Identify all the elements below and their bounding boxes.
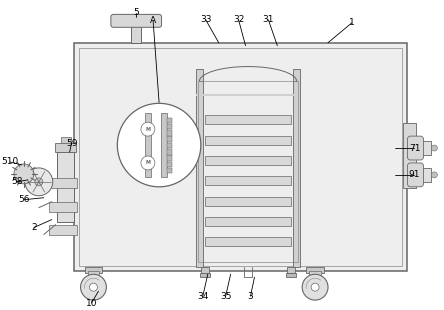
Bar [55,143,75,152]
Text: 33: 33 [200,15,211,24]
Bar [403,123,416,188]
Circle shape [90,283,97,291]
Text: 1: 1 [349,18,355,27]
Bar [166,130,172,135]
Bar [205,135,291,144]
Bar [74,43,407,271]
Bar [84,267,103,273]
Text: 3: 3 [248,292,254,301]
Bar [286,273,296,277]
Bar [166,168,172,173]
Text: 58: 58 [11,177,23,186]
Bar [131,25,141,43]
Text: 32: 32 [233,15,244,24]
Text: M: M [145,127,151,132]
Bar [61,137,71,143]
Text: 91: 91 [409,170,420,179]
Bar [409,168,432,182]
Text: 2: 2 [31,223,37,232]
Bar [196,94,300,96]
Text: 34: 34 [197,292,209,301]
Text: 56: 56 [18,195,30,204]
Bar [49,202,76,212]
Circle shape [25,168,53,196]
Text: 5: 5 [133,8,139,17]
Bar [166,162,172,167]
Text: 31: 31 [263,15,274,24]
Bar [57,152,74,222]
FancyBboxPatch shape [408,136,424,160]
Bar [145,113,151,177]
Text: A: A [150,16,156,25]
Text: 59: 59 [66,139,77,148]
FancyBboxPatch shape [408,163,424,187]
Circle shape [35,178,43,186]
Bar [200,273,210,277]
Bar [205,217,291,226]
Bar [205,237,291,246]
Text: 10: 10 [86,299,97,308]
Text: 71: 71 [409,144,420,153]
Bar [166,155,172,161]
Text: 35: 35 [220,292,231,301]
Circle shape [302,274,328,300]
Bar [287,267,295,273]
Circle shape [141,122,155,136]
Text: M: M [145,161,151,166]
Bar [49,224,76,234]
Bar [49,178,76,188]
Bar [166,117,172,123]
Bar [306,267,324,273]
Bar [409,141,432,155]
Bar [205,115,291,124]
Bar [201,267,209,273]
Bar [166,149,172,154]
Bar [309,271,321,277]
Bar [205,176,291,185]
Bar [166,143,172,148]
Bar [205,197,291,206]
Circle shape [311,283,319,291]
Bar [79,48,401,266]
Bar [87,271,99,277]
Circle shape [432,145,437,151]
Bar [161,113,166,177]
Circle shape [432,172,437,178]
Bar [205,156,291,165]
FancyBboxPatch shape [111,14,162,27]
Circle shape [141,156,155,170]
Text: 510: 510 [1,157,19,166]
Circle shape [80,274,107,300]
Bar [166,136,172,142]
Bar [293,69,300,267]
Bar [196,69,203,267]
Bar [166,124,172,129]
Circle shape [14,164,34,184]
Bar [198,82,298,262]
Circle shape [117,103,201,187]
